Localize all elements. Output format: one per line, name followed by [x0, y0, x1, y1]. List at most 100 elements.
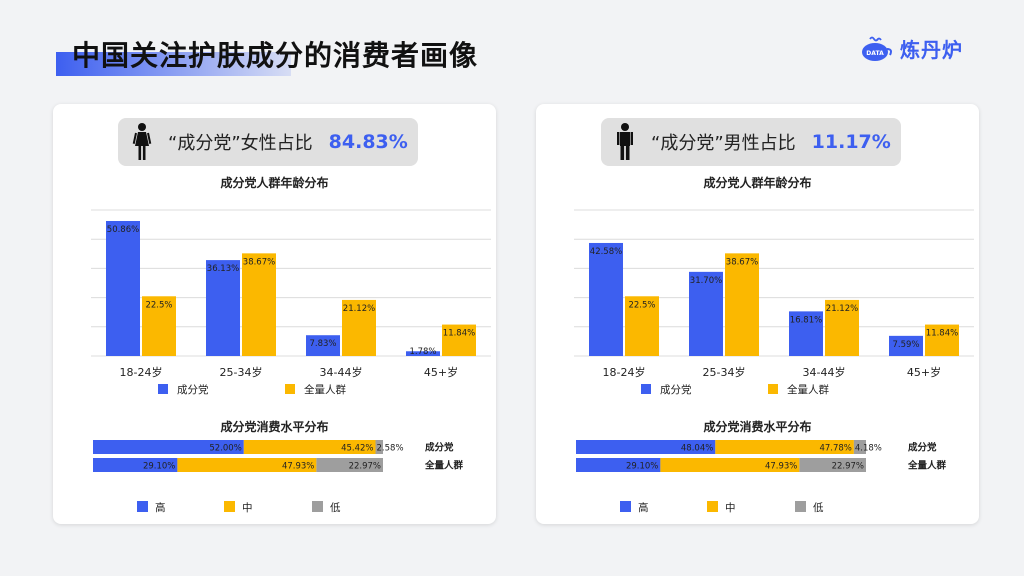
row-label: 全量人群	[907, 460, 947, 472]
bar-target	[306, 335, 340, 356]
data-label: 50.86%	[107, 225, 139, 235]
legend-label: 成分党	[177, 383, 209, 396]
male-icon	[617, 123, 633, 160]
legend-label: 中	[725, 501, 736, 514]
consumption-level-chart: 48.04% 47.78% 4.18% 成分党 29.10% 47.93% 22.97% 全量…	[576, 440, 947, 514]
row-label: 成分党	[425, 442, 454, 454]
stacked-segment	[243, 440, 376, 454]
data-label: 22.97%	[349, 462, 381, 472]
x-tick-label: 18-24岁	[120, 365, 163, 379]
data-label: 11.84%	[443, 329, 475, 339]
age-distribution-chart: 42.58% 22.5% 18-24岁 31.70% 38.67% 25-34岁 16.81…	[574, 209, 974, 396]
bar-all	[342, 299, 376, 356]
bar-all	[725, 253, 759, 356]
consumption-level-chart: 52.00% 45.42% 2.58% 成分党 29.10% 47.93% 22.97% 全量…	[93, 440, 464, 514]
bar-target	[789, 311, 823, 356]
data-label: 47.93%	[765, 462, 797, 472]
consumption-chart-title: 成分党消费水平分布	[220, 420, 329, 434]
legend-swatch	[158, 384, 168, 394]
row-label: 全量人群	[424, 460, 464, 472]
data-label: 42.58%	[590, 247, 622, 257]
data-label: 7.59%	[892, 340, 919, 350]
x-tick-label: 34-44岁	[803, 365, 846, 379]
legend-swatch	[312, 501, 323, 512]
bar-all	[242, 253, 276, 356]
consumption-chart-title: 成分党消费水平分布	[703, 420, 812, 434]
legend-label: 低	[813, 501, 824, 514]
bar-target	[206, 260, 240, 356]
stacked-segment	[177, 458, 317, 472]
female-ratio-value: 84.83%	[328, 131, 408, 153]
male-ratio-value: 11.17%	[811, 131, 891, 153]
cauldron-icon: DATA	[862, 36, 892, 61]
data-label: 22.5%	[628, 300, 655, 310]
data-label: 16.81%	[790, 315, 822, 325]
legend-label: 低	[330, 501, 341, 514]
x-tick-label: 45+岁	[907, 365, 941, 379]
data-label: 38.67%	[726, 257, 758, 267]
female-ratio-bar: “成分党”女性占比 84.83%	[118, 118, 418, 166]
male-ratio-label: “成分党”男性占比	[651, 133, 796, 154]
stacked-segment	[576, 440, 716, 454]
legend-swatch	[707, 501, 718, 512]
bar-all	[625, 296, 659, 356]
data-label: 52.00%	[209, 444, 241, 454]
bar-target	[106, 220, 140, 356]
bar-target	[406, 351, 440, 356]
legend-swatch	[285, 384, 295, 394]
row-label: 成分党	[908, 442, 937, 454]
data-label: 47.93%	[282, 462, 314, 472]
legend-swatch	[641, 384, 651, 394]
x-tick-label: 25-34岁	[703, 365, 746, 379]
logo-badge: DATA	[866, 50, 884, 57]
stacked-segment	[576, 458, 661, 472]
data-label: 22.97%	[832, 462, 864, 472]
male-panel: “成分党”男性占比 11.17% 成分党人群年龄分布 42.58% 22.5% 18…	[536, 104, 979, 524]
legend-label: 全量人群	[304, 383, 346, 396]
stacked-segment	[660, 458, 800, 472]
bar-all	[442, 324, 476, 356]
x-tick-label: 34-44岁	[320, 365, 363, 379]
stacked-segment	[375, 440, 383, 454]
legend-swatch	[768, 384, 778, 394]
x-tick-label: 25-34岁	[220, 365, 263, 379]
data-label: 36.13%	[207, 264, 239, 274]
stacked-segment	[316, 458, 383, 472]
stacked-segment	[93, 440, 244, 454]
stacked-segment	[715, 440, 854, 454]
page-title: 中国关注护肤成分的消费者画像	[72, 39, 479, 72]
legend-label: 全量人群	[787, 383, 829, 396]
data-label: 21.12%	[343, 304, 375, 314]
bar-all	[925, 324, 959, 356]
bar-all	[825, 299, 859, 356]
stacked-segment	[853, 440, 866, 454]
legend-label: 中	[242, 501, 253, 514]
data-label: 21.12%	[826, 304, 858, 314]
data-label: 11.84%	[926, 329, 958, 339]
data-label: 45.42%	[341, 444, 373, 454]
x-tick-label: 45+岁	[424, 365, 458, 379]
data-label: 4.18%	[855, 444, 882, 454]
legend-swatch	[620, 501, 631, 512]
title-accent-bar	[56, 52, 291, 76]
data-label: 2.58%	[377, 444, 404, 454]
age-distribution-chart: 50.86% 22.5% 18-24岁 36.13% 38.67% 25-34岁 7.83%…	[91, 209, 491, 396]
bar-target	[589, 242, 623, 356]
bar-target	[889, 335, 923, 356]
female-ratio-label: “成分党”女性占比	[168, 133, 313, 154]
data-label: 1.78%	[409, 347, 436, 357]
female-icon	[132, 123, 152, 160]
data-label: 29.10%	[143, 462, 175, 472]
stacked-segment	[799, 458, 866, 472]
legend-swatch	[224, 501, 235, 512]
x-tick-label: 18-24岁	[603, 365, 646, 379]
female-panel: “成分党”女性占比 84.83% 成分党人群年龄分布 50.86% 22.5% 18…	[53, 104, 496, 524]
legend-swatch	[137, 501, 148, 512]
bar-target	[689, 271, 723, 356]
data-label: 31.70%	[690, 276, 722, 286]
age-chart-title: 成分党人群年龄分布	[703, 176, 812, 190]
stacked-segment	[93, 458, 178, 472]
data-label: 47.78%	[819, 444, 851, 454]
bar-all	[142, 296, 176, 356]
legend-label: 高	[155, 501, 166, 514]
